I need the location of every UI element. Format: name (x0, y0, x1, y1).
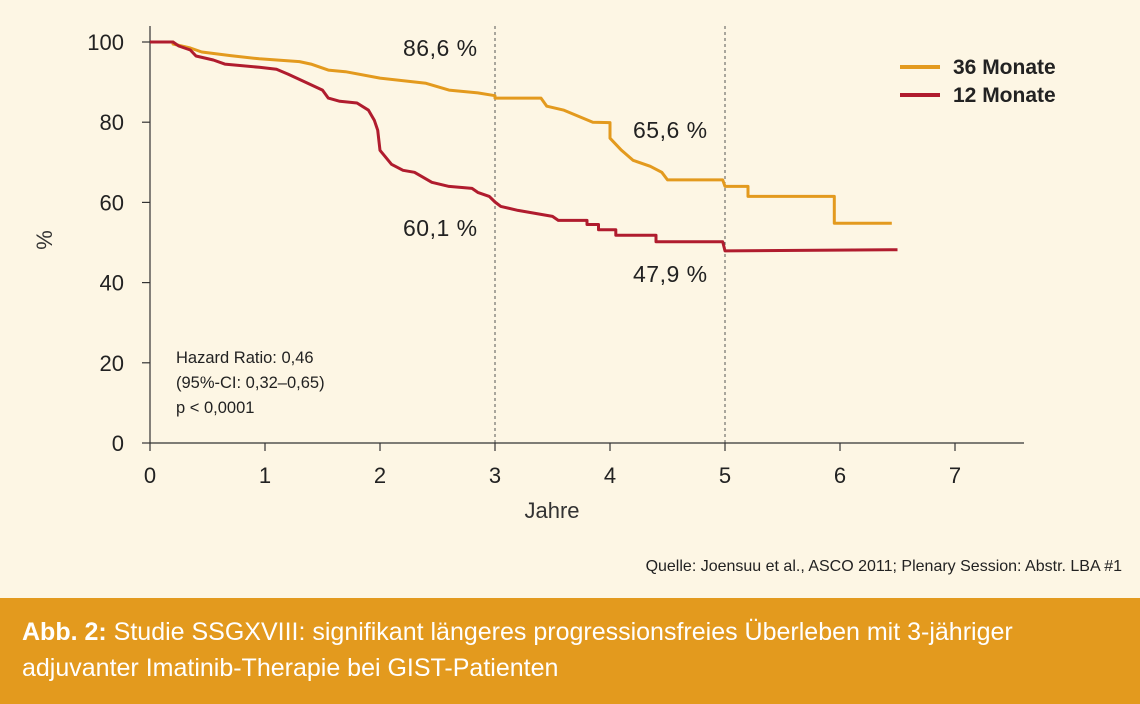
x-tick-label: 0 (144, 463, 156, 488)
x-tick-label: 5 (719, 463, 731, 488)
y-tick-label: 0 (112, 431, 124, 456)
x-tick-label: 4 (604, 463, 616, 488)
y-axis-title: % (32, 230, 57, 250)
x-tick-label: 6 (834, 463, 846, 488)
legend-label: 12 Monate (953, 84, 1056, 107)
legend-label: 36 Monate (953, 56, 1056, 79)
series-line-12-monate (150, 40, 898, 253)
y-tick-label: 60 (100, 190, 124, 215)
value-label: 60,1 % (403, 215, 478, 241)
caption-text: Studie SSGXVIII: signifikant längeres pr… (22, 618, 1013, 682)
caption-label: Abb. 2: (22, 618, 107, 646)
p-value-text: p < 0,0001 (176, 399, 255, 417)
y-tick-label: 80 (100, 110, 124, 135)
confidence-interval-text: (95%-CI: 0,32–0,65) (176, 374, 325, 392)
source-note: Quelle: Joensuu et al., ASCO 2011; Plena… (645, 558, 1122, 575)
y-tick-label: 40 (100, 271, 124, 296)
value-label: 65,6 % (633, 117, 708, 143)
value-label: 47,9 % (633, 261, 708, 287)
survival-chart: 0 20 40 60 80 100 0 1 2 3 4 5 6 7 Jahre% 86,6 % 65,6 % 60… (32, 26, 1056, 523)
value-label: 86,6 % (403, 35, 478, 61)
y-tick-label: 20 (100, 351, 124, 376)
x-tick-label: 7 (949, 463, 961, 488)
x-axis-title: Jahre (524, 498, 579, 523)
statistics-box: Hazard Ratio: 0,46 (95%-CI: 0,32–0,65) p… (176, 346, 325, 421)
y-tick-label: 100 (87, 30, 124, 55)
x-tick-label: 3 (489, 463, 501, 488)
caption-bar: Abb. 2: Studie SSGXVIII: signifikant län… (0, 598, 1140, 704)
x-tick-label: 2 (374, 463, 386, 488)
series-line-36-monate (150, 40, 892, 225)
hazard-ratio-text: Hazard Ratio: 0,46 (176, 349, 314, 367)
x-tick-label: 1 (259, 463, 271, 488)
